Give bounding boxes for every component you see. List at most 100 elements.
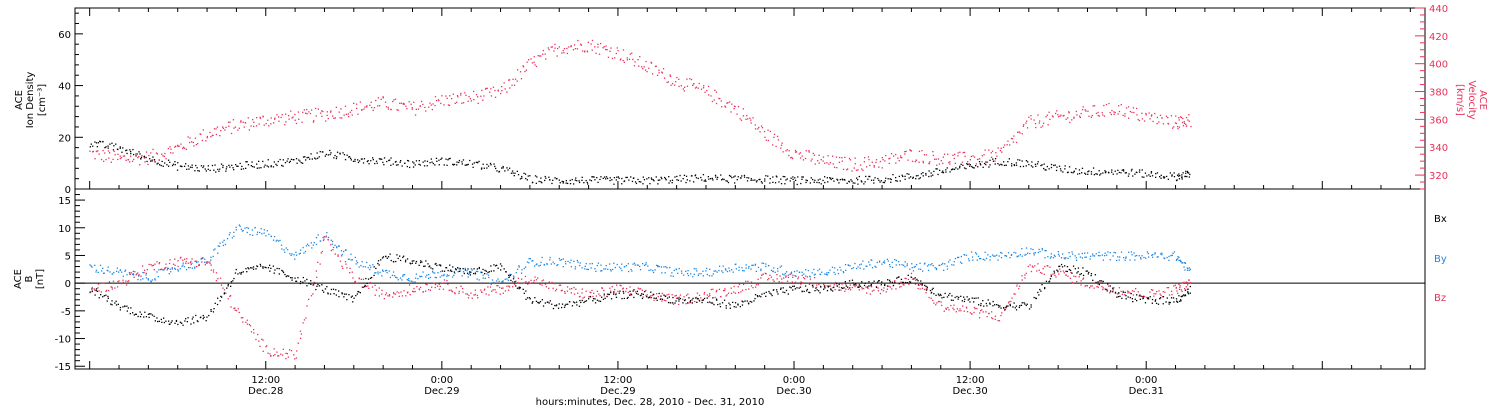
density-series-point [945,169,947,171]
bz-series-point [794,281,797,283]
bz-series-point [689,302,692,304]
velocity-series-point [672,83,674,85]
bx-series-point [148,313,151,315]
velocity-series-point [742,108,744,110]
bx-series-point [754,294,757,296]
bx-series-point [500,269,502,271]
by-series-point [826,272,828,274]
bx-series-point [202,314,204,317]
density-series-point [697,177,699,180]
by-series-point [439,276,441,278]
velocity-series-point [447,104,450,106]
velocity-series-point [1136,107,1138,110]
bz-series-point [930,292,932,294]
density-series-point [895,180,897,182]
density-series-point [820,183,822,185]
density-series-point [374,162,376,165]
bz-series-point [655,298,657,300]
bz-series-point [966,311,969,313]
bz-series-point [502,292,504,294]
by-series-point [395,276,397,278]
bx-series-point [429,265,431,267]
density-series-point [1025,160,1028,162]
density-series-point [818,182,820,184]
bz-series-point [508,286,511,288]
velocity-series-point [754,124,756,126]
velocity-series-point [781,142,783,144]
bz-series-point [1037,263,1039,265]
bx-series-point [89,291,91,293]
bx-series-point [1041,284,1043,286]
density-series-point [806,179,808,182]
velocity-series-point [253,121,255,123]
by-series-point [632,263,634,265]
by-series-point [491,279,494,281]
by-series-point [768,265,770,267]
bx-series-point [884,283,886,286]
bz-series-point [112,280,115,282]
bx-series-point [1033,296,1035,299]
velocity-series-point [531,62,534,64]
density-series-point [1096,173,1098,175]
bx-series-point [843,287,845,289]
density-series-point [1058,165,1061,167]
velocity-series-point [234,126,237,128]
velocity-series-point [923,154,926,156]
velocity-series-point [597,43,599,45]
by-series-point [693,268,695,270]
bz-series-point [191,258,193,260]
density-series-point [311,158,313,160]
x-tick-label-date: Dec.28 [248,386,283,397]
by-series-point [1063,257,1065,259]
by-series-point [532,259,534,262]
velocity-series-point [430,104,432,106]
bx-series-point [156,317,158,319]
bx-series-point [833,286,835,288]
velocity-series-point [1154,112,1156,115]
by-series-point [489,282,491,284]
density-series-point [180,165,182,167]
density-series-point [194,170,196,172]
bx-series-point [1006,305,1008,307]
by-series-point [446,274,449,276]
bz-series-point [405,295,407,297]
density-series-point [456,161,458,163]
bx-series-point [304,280,306,282]
density-series-point [526,179,528,181]
by-series-point [118,271,120,273]
bz-series-point [1003,307,1005,309]
velocity-series-point [343,114,345,116]
by-series-point [833,271,835,274]
bz-series-point [455,287,457,289]
bx-series-point [170,321,172,324]
by-series-point [577,261,579,263]
density-series-point [1130,170,1133,172]
density-series-point [901,174,903,176]
bx-series-point [369,277,372,279]
by-series-point [1005,254,1007,257]
density-series-point [1027,161,1029,163]
density-series-point [606,177,609,180]
bx-series-point [377,260,380,262]
bx-series-point [1136,294,1138,296]
bz-series-point [1075,275,1077,278]
bx-series-point [221,296,223,298]
by-series-point [1157,256,1159,258]
by-series-point [142,278,144,280]
bx-series-point [410,263,412,265]
density-series-point [792,178,794,180]
bx-series-point [324,288,327,290]
by-series-point [268,233,270,235]
bz-series-point [248,323,251,326]
bz-series-point [855,284,858,286]
velocity-series-point [736,113,738,115]
bx-series-point [906,282,909,284]
density-series-point [1144,172,1147,174]
by-series-point [540,261,542,264]
by-series-point [748,265,750,268]
bz-series-point [310,295,313,297]
density-series-point [618,177,620,179]
density-series-point [919,177,921,179]
density-series-point [176,169,179,171]
by-series-point [621,263,623,265]
